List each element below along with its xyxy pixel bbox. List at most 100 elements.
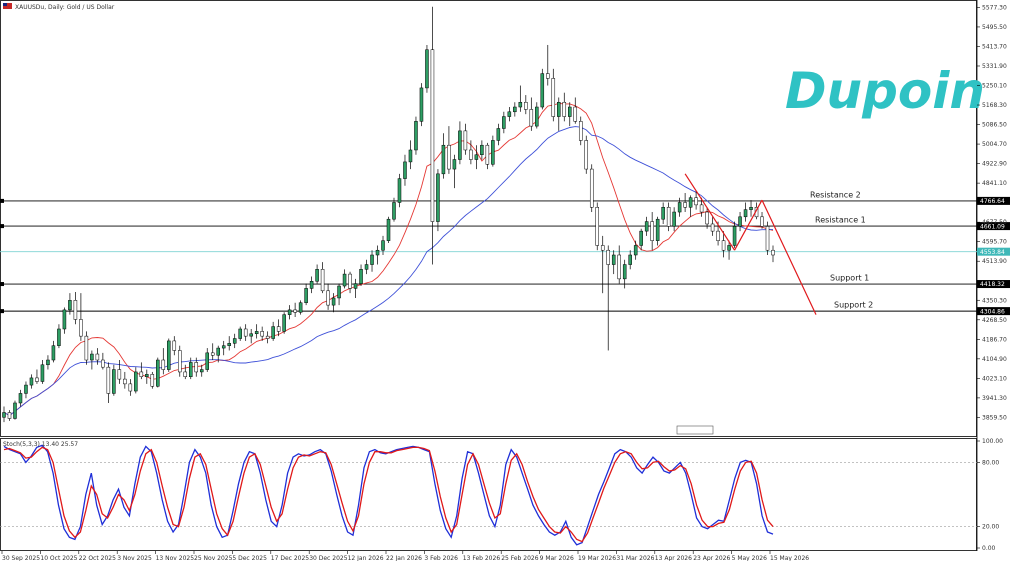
level-label: Support 2: [834, 301, 873, 310]
candle: [112, 364, 116, 396]
candle: [353, 278, 358, 298]
candle: [221, 340, 226, 356]
candle-body: [265, 335, 270, 339]
candle-body: [167, 340, 171, 370]
candle-body: [326, 290, 330, 306]
candle-body: [106, 366, 111, 394]
candle: [2, 406, 6, 423]
candle: [205, 348, 209, 372]
candle-body: [557, 101, 561, 117]
candle: [584, 135, 589, 174]
candle: [293, 302, 297, 318]
candle: [364, 259, 369, 275]
candle: [320, 262, 325, 294]
candle: [452, 154, 457, 189]
candle: [392, 197, 396, 222]
candle: [348, 271, 352, 294]
y-tick-label: 5577.30: [982, 4, 1007, 11]
y-tick-label: 5250.10: [982, 83, 1007, 90]
candle: [238, 326, 242, 341]
candle-body: [90, 353, 94, 361]
candle: [578, 116, 583, 146]
candle: [551, 68, 556, 122]
candle-body: [178, 350, 182, 373]
candle-body: [386, 218, 391, 241]
window-header: XAUUSDu, Daily: Gold / US Dollar: [3, 3, 115, 11]
candle-body: [419, 87, 424, 122]
candle-body: [68, 300, 72, 311]
candle: [474, 145, 479, 170]
candle: [760, 212, 764, 229]
candle-body: [578, 121, 583, 141]
candle-body: [375, 249, 380, 256]
candle: [24, 381, 28, 399]
candle: [194, 357, 199, 377]
level-dot: [0, 309, 4, 314]
candle-body: [606, 249, 610, 265]
candle-body: [194, 362, 199, 373]
candle-body: [210, 352, 215, 356]
candle: [287, 305, 292, 320]
x-tick-label: 25 Nov 2025: [194, 555, 233, 561]
candle-body: [320, 269, 325, 292]
candle: [46, 355, 50, 370]
candle-body: [57, 328, 61, 346]
candle: [117, 360, 122, 384]
candle: [408, 140, 413, 170]
candle-body: [425, 49, 429, 89]
candle-body: [452, 159, 457, 170]
candle-body: [628, 254, 632, 265]
candle-body: [188, 362, 193, 377]
candle: [485, 142, 490, 170]
candle-body: [7, 412, 12, 419]
candle: [150, 371, 155, 389]
candle: [611, 250, 616, 275]
candle: [51, 340, 56, 363]
candle-body: [694, 197, 698, 206]
stoch-title: Stoch(5,3,3) 13.40 25.57: [3, 441, 78, 448]
candle: [139, 362, 144, 380]
y-tick-label: 4186.70: [982, 336, 1007, 343]
candle-body: [480, 144, 484, 156]
candle-body: [507, 111, 512, 117]
y-tick-label: 3941.30: [982, 395, 1007, 402]
candle-body: [123, 378, 127, 385]
candle-body: [771, 249, 775, 256]
candle-body: [84, 335, 89, 361]
candle-body: [150, 374, 155, 387]
candle-body: [139, 371, 144, 377]
candle: [35, 369, 39, 384]
y-tick-label: 3859.50: [982, 414, 1007, 421]
candle: [441, 133, 446, 179]
candle: [57, 324, 61, 349]
candle-body: [117, 369, 122, 380]
candle-body: [677, 202, 682, 213]
candle: [727, 240, 731, 260]
candle: [375, 245, 380, 265]
candle: [628, 250, 632, 270]
y-tick-label: 4513.90: [982, 258, 1007, 265]
candle: [7, 410, 12, 421]
candle: [243, 324, 248, 341]
flag-icon: [3, 3, 12, 9]
stoch-pane-frame: [0, 438, 977, 551]
candle: [688, 195, 693, 217]
candle-body: [403, 161, 407, 179]
price-tag-text: 4304.86: [980, 308, 1005, 315]
candle: [210, 343, 215, 361]
candle: [765, 221, 770, 255]
candle: [73, 291, 78, 325]
level-dot: [0, 198, 4, 203]
candle: [600, 235, 605, 294]
candle-body: [699, 204, 704, 213]
candle: [430, 6, 435, 265]
candle-body: [463, 130, 468, 151]
candle: [68, 293, 72, 315]
candle: [172, 336, 177, 356]
x-tick-label: 19 Mar 2026: [578, 555, 616, 561]
candle-body: [145, 374, 149, 377]
candle: [298, 300, 303, 315]
candle-body: [112, 369, 116, 394]
candle-body: [622, 264, 627, 280]
